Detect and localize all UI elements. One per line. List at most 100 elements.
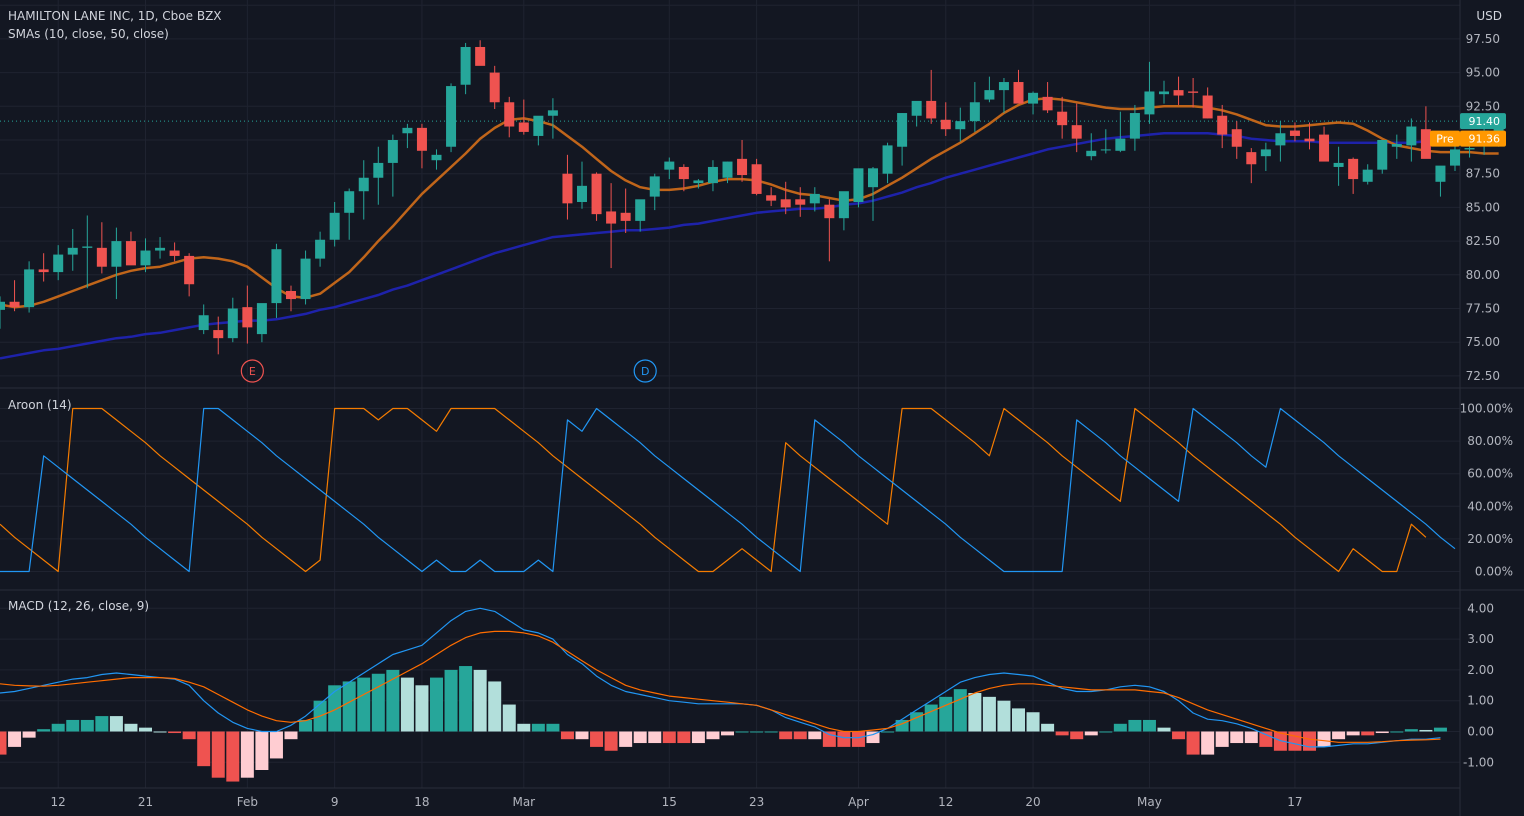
- macd-histogram-bar: [357, 677, 371, 732]
- candle-body: [1420, 129, 1431, 159]
- macd-histogram-bar: [328, 685, 342, 732]
- macd-histogram-bar: [1230, 731, 1244, 744]
- macd-histogram-bar: [51, 723, 65, 732]
- candle-body: [693, 180, 704, 184]
- time-tick-label: Apr: [848, 795, 869, 809]
- aroon-pane[interactable]: [0, 407, 1456, 573]
- aroon-legend[interactable]: Aroon (14): [8, 398, 72, 412]
- macd-tick-label: -1.00: [1463, 755, 1494, 769]
- candle-body: [504, 102, 515, 127]
- macd-histogram-bar: [677, 731, 691, 744]
- macd-histogram-bar: [386, 669, 400, 732]
- candle-body: [635, 199, 646, 221]
- candle-body: [1100, 149, 1111, 151]
- macd-histogram-bar: [1215, 731, 1229, 747]
- macd-histogram-bar: [284, 731, 298, 740]
- candle-body: [242, 307, 253, 328]
- price-tick-label: 72.50: [1466, 369, 1500, 383]
- candle-body: [1071, 125, 1082, 139]
- macd-histogram-bar: [342, 681, 356, 732]
- candle-body: [533, 115, 544, 136]
- macd-histogram-bar: [1259, 731, 1273, 747]
- symbol-title[interactable]: HAMILTON LANE INC, 1D, Cboe BZX: [8, 9, 222, 23]
- candle-body: [998, 82, 1009, 91]
- macd-pane[interactable]: [0, 607, 1447, 782]
- price-tick-label: 75.00: [1466, 335, 1500, 349]
- signal-line: [0, 630, 1441, 743]
- pre-price-tag-box: [1460, 130, 1506, 147]
- macd-histogram-bar: [895, 719, 909, 732]
- earnings-marker: [240, 359, 264, 383]
- macd-histogram-bar: [808, 731, 822, 740]
- currency-label: USD: [1476, 9, 1502, 23]
- candle-body: [664, 161, 675, 170]
- candle-body: [446, 86, 457, 147]
- candle-body: [1362, 169, 1373, 182]
- candle-body: [67, 247, 78, 255]
- macd-histogram-bar: [1433, 727, 1447, 732]
- time-axis[interactable]: 12 21 Feb 9 18 Mar 15 23 Apr 12 20 May 17: [51, 795, 1303, 809]
- sma-legend[interactable]: SMAs (10, close, 50, close): [8, 27, 169, 41]
- candle-body: [1319, 134, 1330, 162]
- macd-histogram-bar: [37, 729, 51, 732]
- macd-histogram-bar: [168, 731, 182, 734]
- macd-histogram-bar: [1142, 719, 1156, 732]
- candle-body: [1377, 140, 1388, 170]
- macd-histogram-bar: [226, 731, 240, 782]
- macd-histogram-bar: [997, 700, 1011, 732]
- macd-histogram-bar: [531, 723, 545, 732]
- candle-body: [1304, 138, 1315, 142]
- macd-histogram-bar: [211, 731, 225, 778]
- last-price-tag-value: 91.40: [1469, 115, 1501, 128]
- candle-body: [940, 119, 951, 130]
- macd-histogram-bar: [1070, 731, 1084, 740]
- macd-histogram-bar: [1041, 723, 1055, 732]
- candle-body: [1435, 165, 1446, 182]
- time-tick-label: 15: [662, 795, 677, 809]
- candle-body: [38, 269, 49, 273]
- candle-body: [926, 100, 937, 119]
- macd-histogram-bar: [197, 731, 211, 767]
- macd-histogram-bar: [924, 704, 938, 732]
- candle-body: [271, 249, 282, 304]
- candle-body: [431, 154, 442, 161]
- candle-body: [809, 193, 820, 204]
- aroon-tick-label: 60.00%: [1467, 467, 1513, 481]
- candle-body: [606, 211, 617, 224]
- time-tick-label: Feb: [237, 795, 258, 809]
- macd-histogram-bar: [939, 696, 953, 732]
- candle-body: [1217, 115, 1228, 135]
- candle-body: [475, 46, 486, 66]
- time-tick-label: 9: [331, 795, 339, 809]
- macd-histogram-bar: [430, 677, 443, 732]
- macd-histogram-bar: [182, 731, 196, 740]
- macd-histogram-bar: [1332, 731, 1346, 740]
- candle-body: [722, 161, 733, 178]
- candle-body: [547, 110, 558, 116]
- macd-legend[interactable]: MACD (12, 26, close, 9): [8, 599, 150, 613]
- macd-histogram-bar: [968, 693, 982, 732]
- price-axis[interactable]: 72.5075.0077.5080.0082.5085.0087.5090.00…: [1430, 9, 1513, 769]
- candle-body: [591, 173, 602, 215]
- candle-body: [184, 255, 195, 285]
- candle-body: [1144, 91, 1155, 115]
- macd-histogram-bar: [139, 727, 152, 732]
- candle-body: [911, 100, 922, 116]
- candle-body: [1013, 82, 1024, 104]
- macd-histogram-bar: [1244, 731, 1258, 744]
- candle-body: [577, 185, 587, 203]
- candle-body: [780, 199, 791, 208]
- candle-body: [707, 166, 718, 184]
- candle-body: [1246, 152, 1257, 165]
- candle-body: [1450, 149, 1460, 166]
- candle-body: [53, 254, 64, 273]
- last-price-tag-box: [1460, 113, 1506, 130]
- candle-body: [489, 72, 500, 103]
- candle-body: [256, 303, 267, 335]
- candle-body: [358, 177, 369, 192]
- macd-histogram-bar: [1303, 731, 1316, 751]
- price-tick-label: 87.50: [1466, 167, 1500, 181]
- macd-tick-label: 0.00: [1467, 725, 1494, 739]
